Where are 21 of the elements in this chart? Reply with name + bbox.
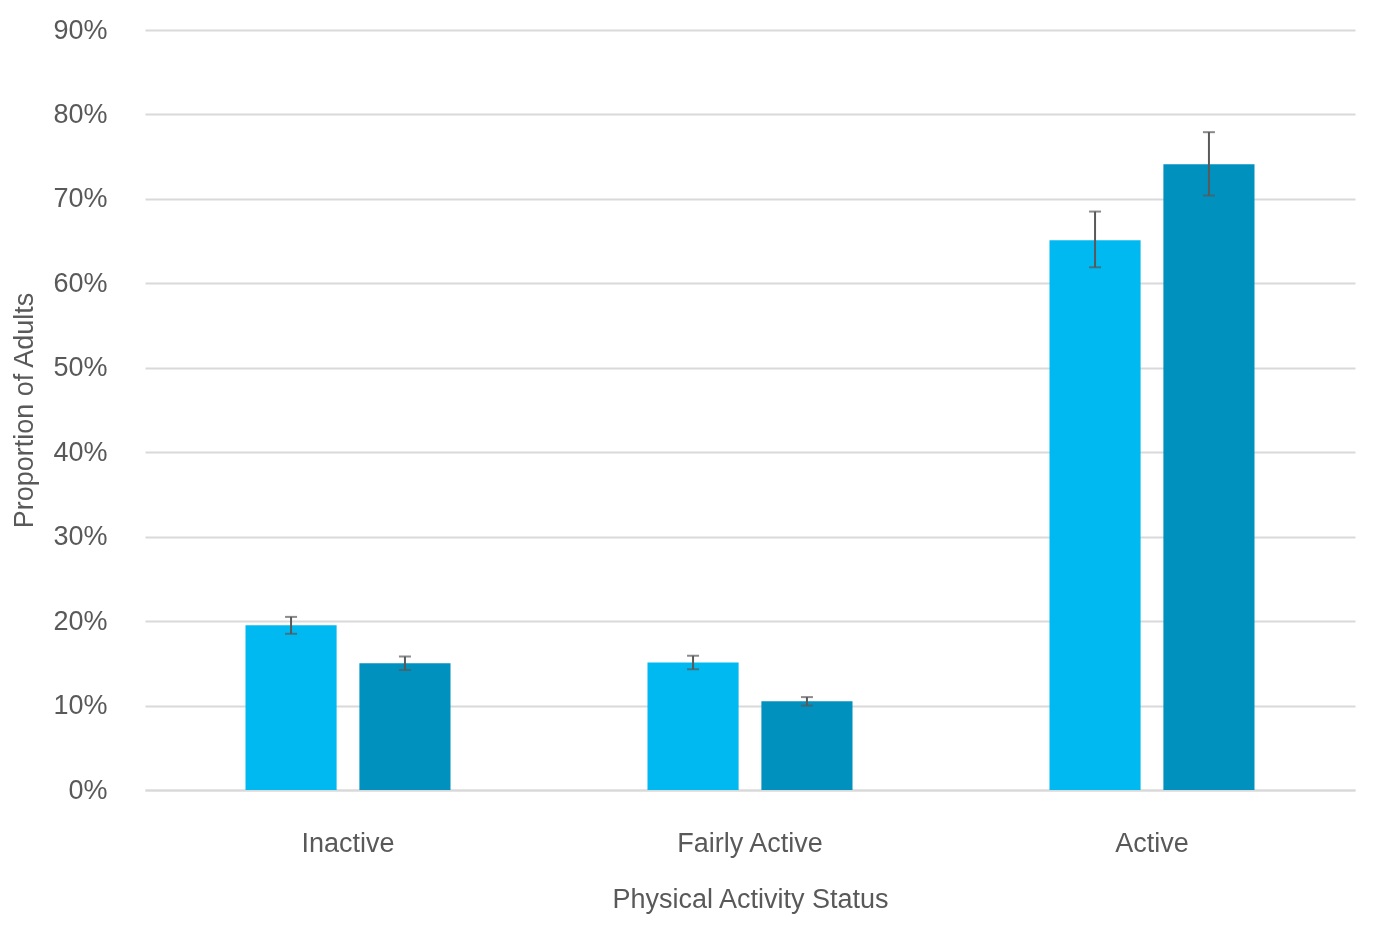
y-tick-label: 60% bbox=[53, 267, 108, 298]
x-tick-label: Active bbox=[1115, 827, 1189, 858]
bar bbox=[761, 701, 853, 790]
y-tick-label: 50% bbox=[53, 352, 108, 383]
y-tick-label: 70% bbox=[53, 183, 108, 214]
bar bbox=[1163, 164, 1255, 790]
y-tick-label: 30% bbox=[53, 521, 108, 552]
y-tick-label: 10% bbox=[53, 690, 108, 721]
y-tick-label: 90% bbox=[53, 14, 108, 45]
y-tick-label: 20% bbox=[53, 605, 108, 636]
x-axis-title: Physical Activity Status bbox=[612, 883, 889, 914]
x-tick-label: Inactive bbox=[301, 827, 395, 858]
bar bbox=[359, 663, 451, 790]
x-tick-label: Fairly Active bbox=[677, 827, 823, 858]
y-tick-label: 80% bbox=[53, 98, 108, 129]
y-tick-label: 0% bbox=[68, 774, 108, 805]
y-tick-label: 40% bbox=[53, 436, 108, 467]
y-axis-title: Proportion of Adults bbox=[9, 292, 40, 529]
bar bbox=[1049, 240, 1141, 790]
bar bbox=[245, 625, 337, 790]
bar bbox=[647, 662, 739, 790]
